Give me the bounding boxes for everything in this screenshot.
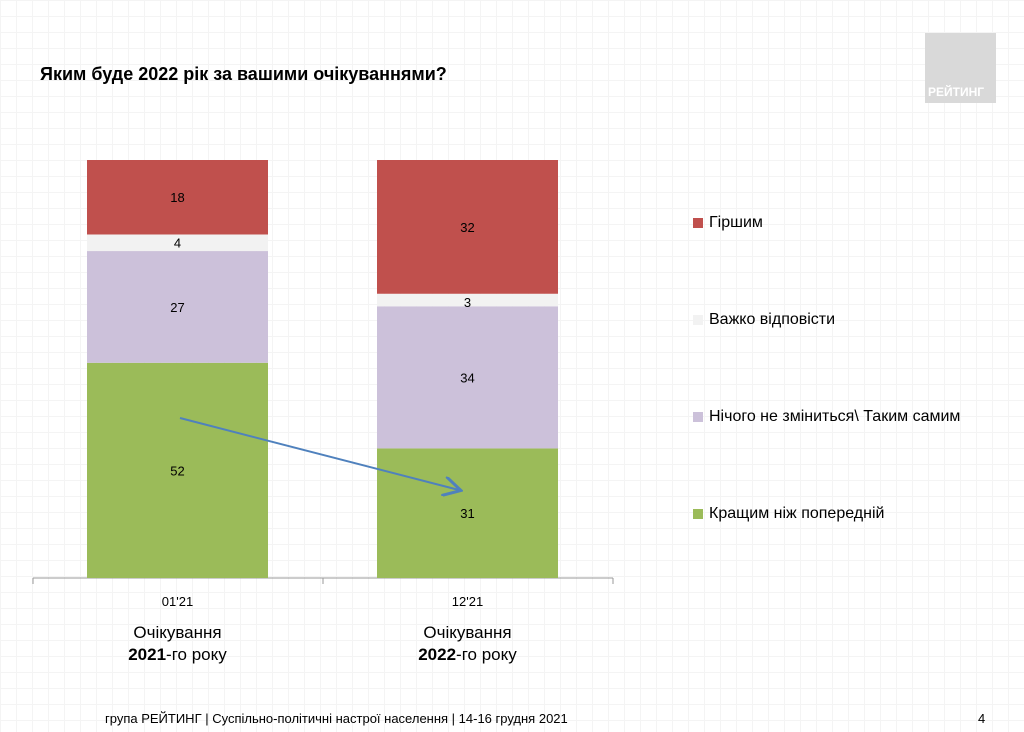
legend-label: Гіршим (709, 214, 763, 231)
x-tick-label: 01'21 (161, 594, 194, 609)
legend-item: Гіршим (693, 214, 763, 232)
bar-segment (87, 251, 268, 363)
data-label: 32 (460, 220, 474, 235)
data-label: 27 (170, 300, 184, 315)
subtitle-line1: Очікування (133, 623, 222, 642)
data-label: 3 (464, 295, 471, 310)
category-subtitle: Очікування 2021-го року (78, 622, 278, 666)
subtitle-year: 2021 (128, 645, 167, 664)
bar-segment (87, 234, 268, 252)
data-label: 34 (460, 370, 474, 385)
bar-segment (377, 306, 558, 449)
logo: РЕЙТИНГ (925, 33, 996, 103)
footer: група РЕЙТИНГ | Суспільно-політичні наст… (105, 711, 568, 726)
legend-swatch (693, 412, 703, 422)
bar-segment (377, 160, 558, 294)
legend-item: Важко відповісти (693, 311, 835, 329)
bar-segment (87, 160, 268, 235)
logo-text: РЕЙТИНГ (928, 85, 985, 99)
subtitle-rest: -го року (456, 645, 517, 664)
data-label: 31 (460, 506, 474, 521)
page-title: Яким буде 2022 рік за вашими очікуванням… (40, 64, 447, 84)
bar-segment (87, 362, 268, 578)
x-tick-label: 12'21 (451, 594, 484, 609)
subtitle-line1: Очікування (423, 623, 512, 642)
legend-item: Нічого не зміниться\ Таким самим (693, 408, 960, 426)
legend-label: Кращим ніж попередній (709, 505, 885, 522)
legend-swatch (693, 509, 703, 519)
category-subtitle: Очікування 2022-го року (368, 622, 568, 666)
data-label: 52 (170, 463, 184, 478)
data-label: 18 (170, 190, 184, 205)
subtitle-rest: -го року (166, 645, 227, 664)
data-label: 4 (174, 235, 181, 250)
legend-swatch (693, 315, 703, 325)
legend-swatch (693, 218, 703, 228)
trend-arrow (179, 417, 459, 490)
page-number: 4 (978, 711, 986, 726)
legend-label: Важко відповісти (709, 311, 836, 328)
subtitle-year: 2022 (418, 645, 457, 664)
bar-segment (377, 448, 558, 578)
legend-item: Кращим ніж попередній (693, 505, 884, 523)
legend-label: Нічого не зміниться\ Таким самим (709, 408, 961, 425)
bar-segment (377, 293, 558, 307)
